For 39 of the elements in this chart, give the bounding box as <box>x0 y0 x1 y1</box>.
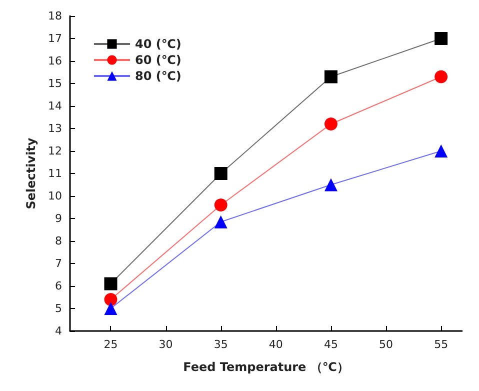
y-tick-label: 14 <box>48 100 62 112</box>
x-axis-title: Feed Temperature （℃） <box>183 360 349 374</box>
x-tick-label: 25 <box>104 338 118 351</box>
point <box>104 293 118 306</box>
y-tick-label: 17 <box>48 32 62 45</box>
y-tick-label: 16 <box>48 54 62 68</box>
point <box>104 277 118 290</box>
legend-label: 80 (℃) <box>135 69 182 83</box>
x-tick-label: 30 <box>158 338 173 351</box>
y-tick-label: 15 <box>48 77 62 90</box>
y-tick-label: 12 <box>48 144 62 158</box>
point <box>434 144 448 158</box>
y-axis-title: Selectivity <box>24 138 38 210</box>
point <box>434 32 448 45</box>
x-tick-label: 45 <box>324 338 338 351</box>
y-tick-label: 13 <box>48 122 62 135</box>
point <box>214 198 228 212</box>
y-tick-label: 10 <box>48 190 62 202</box>
y-tick-label: 5 <box>55 302 62 315</box>
y-tick-label: 8 <box>55 234 62 248</box>
point <box>324 118 338 130</box>
y-tick-label: 4 <box>55 324 62 338</box>
point <box>324 70 338 84</box>
point <box>214 167 228 180</box>
legend-label: 60 (℃) <box>135 53 182 67</box>
y-tick-label: 11 <box>48 167 62 180</box>
y-tick-label: 6 <box>55 280 62 292</box>
point <box>434 70 448 84</box>
legend-label: 40 (℃) <box>135 37 182 51</box>
x-tick-label: 50 <box>379 338 394 351</box>
y-tick-label: 9 <box>55 212 62 225</box>
point <box>214 215 228 228</box>
point <box>324 178 338 192</box>
y-tick-label: 18 <box>48 10 62 22</box>
y-tick-label: 7 <box>55 257 62 270</box>
x-tick-label: 55 <box>434 338 448 351</box>
point <box>104 302 118 315</box>
x-tick-label: 35 <box>214 338 228 351</box>
x-tick-label: 40 <box>268 338 283 351</box>
